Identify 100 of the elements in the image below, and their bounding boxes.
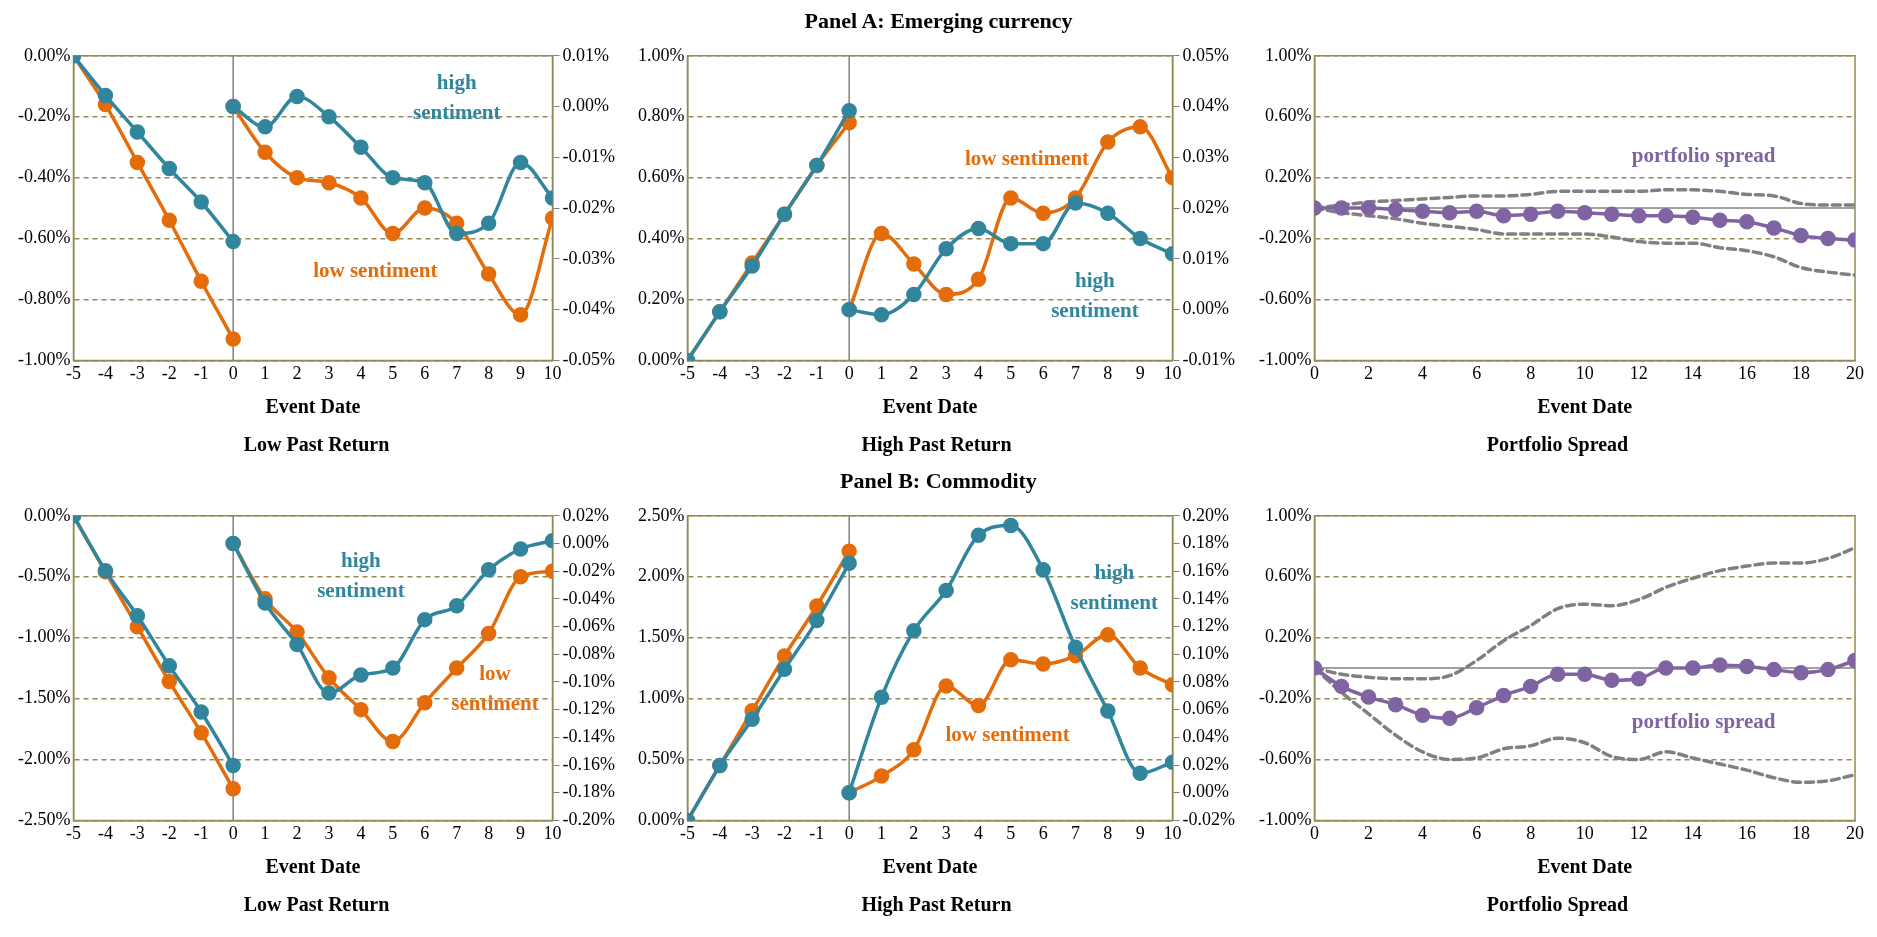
x-tick-label: 20	[1845, 822, 1864, 843]
series-label: portfolio spread	[1631, 709, 1776, 734]
x-tick-label: 8	[1525, 822, 1535, 843]
y2-tick-label: 0.12%	[1182, 615, 1230, 636]
text: High Past Return	[861, 433, 1012, 457]
x-tick-label: 6	[1471, 822, 1481, 843]
x-tick-label: 5	[387, 362, 397, 383]
x-tick-label: -4	[712, 362, 728, 383]
x-tick-label: 9	[515, 362, 525, 383]
y-tick-label: 2.00%	[637, 565, 685, 586]
x-tick-label: -2	[161, 362, 177, 383]
x-tick-label: -4	[97, 362, 113, 383]
x-tick-label: 10	[1575, 822, 1594, 843]
y-tick-label: -2.50%	[17, 809, 70, 830]
x-tick-label: 12	[1629, 362, 1648, 383]
x-tick-label: 5	[1006, 822, 1016, 843]
y-tick-label: -1.00%	[17, 349, 70, 370]
y2-tick-label: -0.04%	[562, 298, 615, 319]
y2-tick-label: 0.04%	[1182, 95, 1230, 116]
y-tick-label: -2.00%	[17, 748, 70, 769]
y-tick-label: 0.00%	[23, 504, 70, 525]
y-tick-label: 0.20%	[1264, 166, 1311, 187]
x-tick-label: 2	[1363, 362, 1373, 383]
x-tick-label: 0	[844, 822, 854, 843]
x-tick-label: -3	[744, 822, 760, 843]
series-label: high sentiment	[1070, 560, 1159, 615]
y2-tick-label: -0.14%	[562, 726, 615, 747]
x-tick-label: -2	[161, 822, 177, 843]
y-tick-label: 0.60%	[1264, 105, 1311, 126]
x-axis-title: Event Date	[265, 855, 361, 878]
y-tick-label: 0.40%	[637, 227, 685, 248]
x-tick-label: -1	[809, 822, 825, 843]
x-axis-title: Event Date	[882, 395, 978, 418]
y2-tick-label: 0.02%	[562, 504, 609, 525]
x-tick-label: 8	[1525, 362, 1535, 383]
y2-tick-label: -0.05%	[562, 349, 615, 370]
y2-tick-label: -0.08%	[562, 642, 615, 663]
x-tick-label: 4	[974, 822, 983, 843]
series-label: high sentiment	[316, 548, 405, 603]
x-tick-label: 12	[1629, 822, 1648, 843]
y2-tick-label: 0.10%	[1182, 642, 1230, 663]
x-tick-label: 2	[292, 822, 302, 843]
x-tick-label: 16	[1737, 822, 1756, 843]
y2-tick-label: 0.08%	[1182, 670, 1230, 691]
y-tick-label: -0.40%	[17, 166, 70, 187]
x-tick-label: -1	[809, 362, 825, 383]
x-tick-label: -4	[97, 822, 113, 843]
x-tick-label: 7	[451, 362, 461, 383]
series-label: high sentiment	[1051, 267, 1139, 322]
x-tick-label: 7	[1071, 822, 1081, 843]
y-tick-label: -1.00%	[17, 626, 70, 647]
x-tick-label: 0	[228, 362, 238, 383]
y-tick-label: 2.50%	[637, 504, 685, 525]
x-tick-label: 10	[543, 362, 562, 383]
y-tick-label: 0.50%	[637, 748, 685, 769]
x-tick-label: 20	[1845, 362, 1864, 383]
y-tick-label: -0.60%	[1258, 288, 1311, 309]
x-tick-label: 3	[323, 822, 333, 843]
x-tick-label: -3	[129, 362, 145, 383]
x-tick-label: 18	[1791, 362, 1810, 383]
y2-tick-label: -0.16%	[562, 753, 615, 774]
y-tick-label: -0.20%	[1258, 227, 1311, 248]
y-tick-label: 1.00%	[1264, 504, 1311, 525]
y-tick-label: 0.60%	[1264, 565, 1311, 586]
x-tick-label: 8	[483, 822, 493, 843]
x-tick-label: 8	[1103, 362, 1113, 383]
x-tick-label: 4	[974, 362, 983, 383]
x-tick-label: 5	[387, 822, 397, 843]
x-tick-label: 0	[228, 822, 238, 843]
x-tick-label: 2	[1363, 822, 1373, 843]
y-tick-label: -0.50%	[17, 565, 70, 586]
x-tick-label: 1	[260, 822, 270, 843]
y2-tick-label: -0.02%	[562, 196, 615, 217]
text: Portfolio Spread	[1486, 893, 1628, 917]
y2-tick-label: -0.12%	[562, 698, 615, 719]
x-tick-label: 8	[483, 362, 493, 383]
x-tick-label: 4	[355, 362, 365, 383]
series-label: high sentiment	[412, 69, 500, 124]
y2-tick-label: 0.16%	[1182, 559, 1230, 580]
x-tick-label: 18	[1791, 822, 1810, 843]
text: High Past Return	[861, 893, 1012, 917]
text: Low Past Return	[243, 433, 389, 456]
y-tick-label: -1.50%	[17, 687, 70, 708]
y-tick-label: -0.20%	[17, 105, 70, 126]
y-tick-label: 0.00%	[637, 809, 685, 830]
x-tick-label: -3	[129, 822, 145, 843]
y2-tick-label: -0.06%	[562, 615, 615, 636]
y2-tick-label: 0.05%	[1182, 44, 1230, 65]
y-tick-label: -0.60%	[1258, 748, 1311, 769]
x-tick-label: 14	[1683, 362, 1702, 383]
x-tick-label: 5	[1006, 362, 1016, 383]
x-tick-label: 1	[877, 822, 886, 843]
y-tick-label: 1.00%	[1264, 44, 1311, 65]
chart-title: Panel B: Commodity	[840, 468, 1037, 495]
y-tick-label: 0.20%	[1264, 626, 1311, 647]
y2-tick-label: 0.18%	[1182, 532, 1230, 553]
series-label: low sentiment	[945, 721, 1070, 746]
y-tick-label: -0.60%	[17, 227, 70, 248]
series-label: low sentiment	[450, 660, 539, 715]
y-tick-label: 0.00%	[23, 44, 70, 65]
